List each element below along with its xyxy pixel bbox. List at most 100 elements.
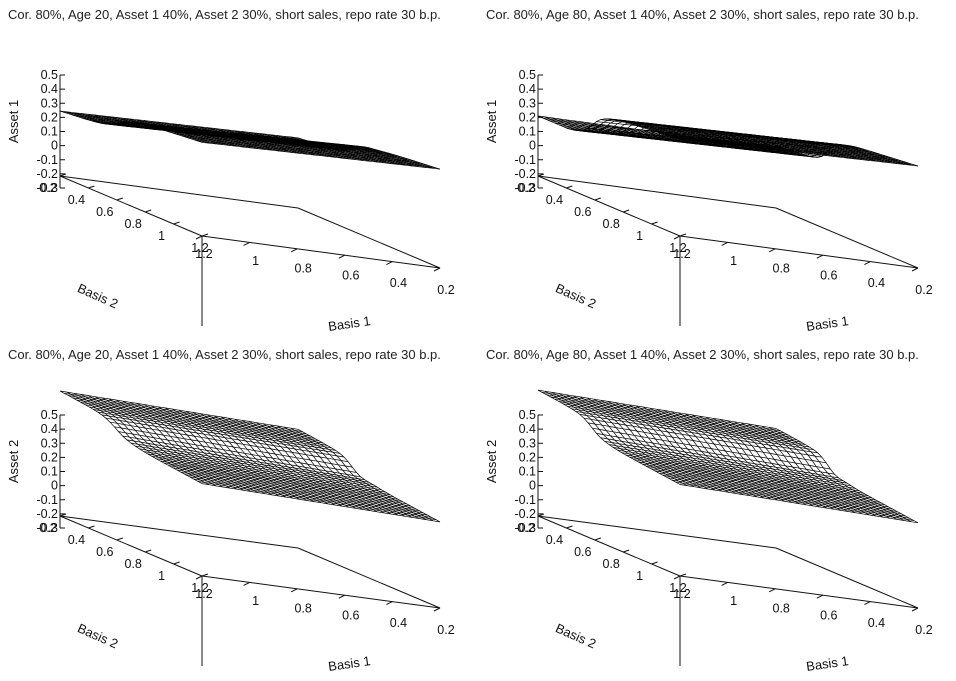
floor-back-edge (59, 515, 299, 549)
basis1-tick (864, 261, 871, 266)
basis2-tick (594, 197, 601, 201)
basis2-tick-label: 0.2 (517, 521, 534, 535)
surface-mesh-line (654, 470, 893, 510)
surface-mesh-line (172, 132, 411, 161)
surface-mesh-line (567, 405, 806, 445)
basis2-tick-label: 0.6 (96, 545, 113, 559)
basis2-tick (59, 513, 67, 517)
surface-mesh-line (638, 461, 877, 501)
basis2-tick (594, 537, 601, 541)
basis1-axis-line (679, 575, 919, 609)
basis2-ticks: 0.2 0.4 0.6 0.8 1 1.2 Basis 2 (517, 513, 687, 651)
z-tick-label: -0.2 (514, 507, 536, 521)
z-tick-label: 0.5 (519, 408, 536, 422)
surface-mesh-line (164, 462, 403, 502)
surface-mesh-line (80, 402, 319, 442)
z-tick-label: 0.5 (41, 68, 58, 82)
basis1-tick (721, 241, 728, 246)
basis2-tick (679, 233, 687, 237)
surface-mesh-line (189, 476, 428, 516)
surface-mesh-line (197, 140, 436, 169)
basis1-tick-label: 0.2 (915, 623, 932, 637)
basis2-tick (537, 173, 545, 177)
z-tick-label: 0.1 (41, 465, 58, 479)
basis1-tick-label: 1.2 (195, 587, 212, 601)
z-tick-label: 0.4 (41, 422, 58, 436)
surface-mesh-line (185, 136, 424, 165)
surface-mesh-line (646, 466, 885, 506)
basis2-tick (201, 233, 209, 237)
z-tick-label: 0.2 (41, 450, 58, 464)
surface-mesh-line (638, 125, 877, 154)
surface-mesh-line (85, 404, 324, 444)
basis1-axis-label: Basis 1 (327, 653, 371, 674)
basis2-tick-label: 0.6 (96, 205, 113, 219)
surface-mesh-line (588, 422, 827, 464)
basis1-tick-label: 0.4 (868, 616, 885, 630)
chart-panel-top-right: Cor. 80%, Age 80, Asset 1 40%, Asset 2 3… (478, 0, 956, 340)
z-axis-label: Asset 2 (484, 440, 499, 483)
surface-mesh-line (172, 467, 411, 507)
basis2-tick-label: 0.8 (603, 217, 620, 231)
basis1-tick (386, 601, 393, 606)
surface-mesh-line (563, 403, 802, 443)
surface-mesh-line (642, 127, 881, 155)
basis2-tick (537, 513, 545, 517)
basis2-tick (173, 221, 180, 225)
surface-mesh-line (542, 392, 781, 432)
surface-mesh-line (608, 444, 848, 484)
basis2-tick-label: 1.2 (669, 581, 686, 595)
surface-mesh-line (571, 129, 810, 157)
surface-mesh-line (554, 398, 793, 438)
surface-mesh-line (604, 441, 843, 481)
surface-mesh-line (59, 390, 299, 430)
surface-mesh-line (679, 138, 919, 167)
basis1-tick-label: 1 (252, 254, 259, 268)
surface-mesh-line (156, 458, 395, 498)
basis1-tick (673, 575, 681, 580)
basis2-tick (116, 197, 123, 201)
floor-back-edge (775, 207, 919, 269)
z-tick-label: -0.1 (36, 153, 58, 167)
basis2-axis-label: Basis 2 (553, 620, 598, 651)
surface-mesh-line (110, 421, 349, 463)
z-tick-label: -0.3 (514, 521, 536, 535)
basis1-tick (386, 261, 393, 266)
basis1-tick (864, 601, 871, 606)
surface-mesh-line (625, 454, 864, 494)
z-axis-label: Asset 1 (484, 100, 499, 143)
basis1-tick (338, 254, 346, 259)
chart-title: Cor. 80%, Age 20, Asset 1 40%, Asset 2 3… (8, 7, 441, 22)
basis2-tick-label: 0.8 (125, 557, 142, 571)
floor-back-edge (59, 175, 299, 209)
basis1-tick-label: 1 (252, 594, 259, 608)
surface-mesh-line (675, 481, 914, 521)
surface-mesh-line (546, 394, 785, 434)
surface-mesh-line (546, 119, 785, 150)
surface-mesh-line (176, 134, 415, 162)
basis1-tick-label: 0.6 (342, 269, 359, 283)
surface-mesh-line (201, 483, 441, 523)
z-tick-label: 0.1 (519, 465, 536, 479)
surface-mesh-line (80, 117, 319, 145)
surface-mesh-line (621, 452, 860, 492)
basis1-tick (768, 248, 776, 253)
z-tick-label: -0.1 (514, 153, 536, 167)
surface-mesh-line (168, 131, 407, 159)
surface-mesh-line (97, 411, 336, 451)
surface-mesh-line (72, 114, 311, 143)
z-tick-label: 0.3 (519, 96, 536, 110)
surface-mesh-line (114, 426, 353, 468)
surface-mesh-line (575, 130, 814, 158)
basis1-ticks: 1.2 1 0.8 0.6 0.4 0.2 Basis 1 (673, 575, 933, 674)
basis2-tick-label: 1.2 (191, 241, 208, 255)
z-axis-label: Asset 2 (6, 440, 21, 483)
z-tick-label: 0.4 (41, 82, 58, 96)
basis1-tick (243, 581, 250, 586)
